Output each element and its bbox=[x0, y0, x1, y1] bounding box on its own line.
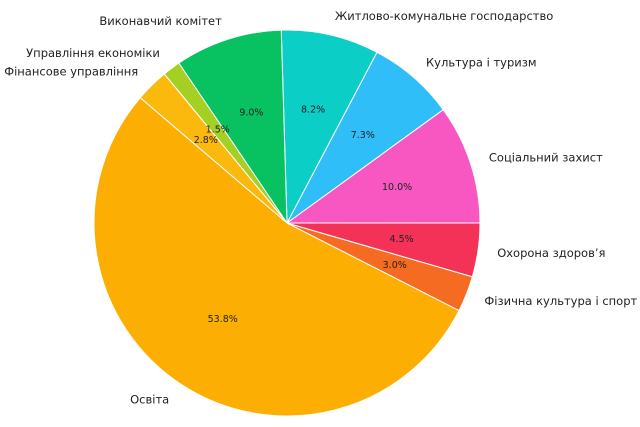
pie-slice-8 bbox=[286, 222, 481, 278]
category-label-2: Житлово-комунальне господарство bbox=[335, 9, 553, 23]
percent-labels: 10.0% 7.3% 8.2% 9.0% 1.5%2.8% 53.8% 3.0% 4.5% bbox=[194, 105, 414, 325]
category-label-6: Освіта bbox=[130, 393, 169, 407]
percent-label-7: 3.0% bbox=[383, 260, 407, 271]
category-label-0: Соціальний захист bbox=[489, 151, 603, 165]
category-label-5: Фінансове управління bbox=[4, 65, 138, 79]
pie-slice-3 bbox=[178, 29, 288, 225]
percent-label-6: 53.8% bbox=[208, 314, 238, 325]
category-labels: Соціальний захист Культура і туризм Житлов… bbox=[4, 9, 637, 406]
percent-label-8: 4.5% bbox=[390, 234, 414, 245]
category-label-8: Охорона здоров’я bbox=[497, 246, 605, 260]
percent-label-0: 10.0% bbox=[382, 182, 412, 193]
category-label-3: Виконавчий комітет bbox=[99, 14, 222, 28]
percent-label-3: 9.0% bbox=[239, 107, 263, 118]
pie-slice-2 bbox=[280, 29, 378, 225]
percent-label-2: 8.2% bbox=[301, 105, 325, 116]
percent-label-4: 1.5% bbox=[206, 125, 230, 136]
category-label-4: Управління економіки bbox=[26, 46, 160, 60]
pie-slice-0 bbox=[285, 108, 481, 224]
pie-slice-6 bbox=[93, 97, 460, 417]
category-label-7: Фізична культура і спорт bbox=[484, 294, 637, 308]
pie-slices bbox=[93, 29, 481, 417]
category-label-1: Культура і туризм bbox=[426, 56, 537, 70]
percent-label-1: 7.3% bbox=[351, 130, 375, 141]
percent-label-5: 2.8% bbox=[194, 135, 218, 146]
